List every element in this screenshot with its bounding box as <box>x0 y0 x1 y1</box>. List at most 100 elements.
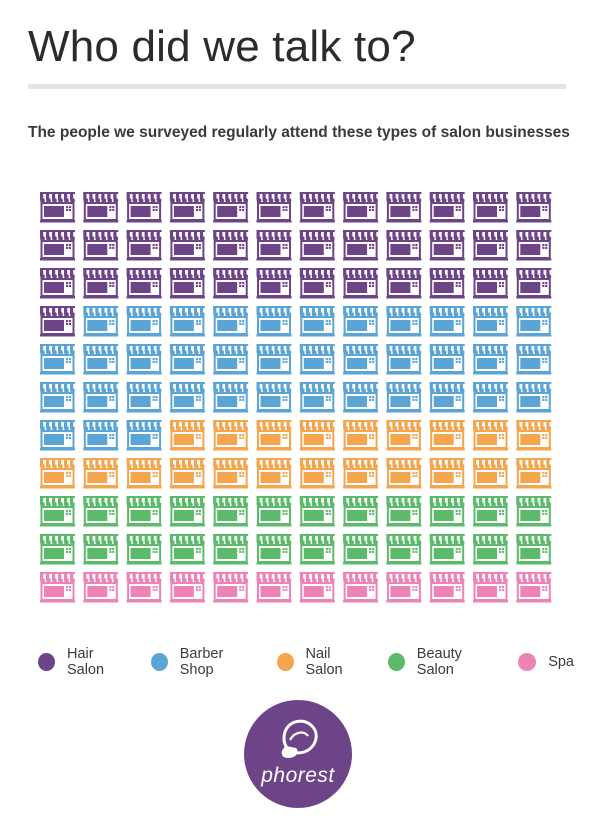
storefront-icon <box>126 268 162 299</box>
storefront-icon <box>213 496 249 527</box>
storefront-icon <box>40 534 75 565</box>
storefront-icon <box>386 534 422 565</box>
storefront-icon <box>126 306 162 337</box>
storefront-icon <box>126 382 162 413</box>
page-title: Who did we talk to? <box>28 22 416 71</box>
storefront-icon <box>299 534 335 565</box>
legend-label: Spa <box>548 654 574 670</box>
storefront-icon <box>40 192 75 223</box>
storefront-icon <box>343 268 379 299</box>
storefront-icon <box>256 268 292 299</box>
legend-item-beauty-salon: Beauty Salon <box>387 646 498 678</box>
storefront-icon <box>473 458 508 489</box>
phorest-leaf-icon <box>281 719 318 758</box>
storefront-icon <box>83 268 119 299</box>
storefront-icon <box>343 192 379 223</box>
storefront-icon <box>256 496 292 527</box>
storefront-icon <box>516 382 552 413</box>
storefront-icon <box>473 572 508 603</box>
chart-subtitle: The people we surveyed regularly attend … <box>28 124 570 141</box>
legend-item-spa: Spa <box>518 653 574 671</box>
legend-label: Beauty Salon <box>416 646 462 678</box>
legend-item-hair-salon: Hair Salon <box>38 646 131 678</box>
storefront-icon <box>473 306 508 337</box>
storefront-icon <box>473 268 508 299</box>
legend-dot-icon <box>276 653 294 671</box>
storefront-icon <box>83 344 119 375</box>
storefront-icon <box>213 382 249 413</box>
storefront-icon <box>429 382 465 413</box>
storefront-icon <box>516 572 552 603</box>
legend-dot-icon <box>387 653 405 671</box>
storefront-icon <box>299 382 335 413</box>
storefront-icon <box>299 572 335 603</box>
chart-legend: Hair Salon Barber Shop Nail Salon Beauty… <box>38 646 594 678</box>
storefront-icon <box>473 192 508 223</box>
logo-wordmark: phorest <box>261 764 335 787</box>
storefront-icon <box>83 458 119 489</box>
storefront-icon <box>40 344 75 375</box>
storefront-icon <box>213 534 249 565</box>
legend-item-barber-shop: Barber Shop <box>150 646 257 678</box>
storefront-icon <box>473 382 508 413</box>
storefront-icon <box>40 382 75 413</box>
storefront-icon <box>256 192 292 223</box>
storefront-icon <box>429 420 465 451</box>
storefront-icon <box>256 230 292 261</box>
legend-dot-icon <box>518 653 537 671</box>
storefront-icon <box>169 268 205 299</box>
storefront-icon <box>213 458 249 489</box>
storefront-icon <box>126 344 162 375</box>
storefront-icon <box>386 344 422 375</box>
storefront-icon <box>343 230 379 261</box>
storefront-icon <box>429 268 465 299</box>
storefront-icon <box>256 458 292 489</box>
storefront-icon <box>343 344 379 375</box>
storefront-icon <box>256 344 292 375</box>
storefront-icon <box>83 534 119 565</box>
storefront-icon <box>516 496 552 527</box>
legend-label: Barber Shop <box>179 646 224 678</box>
storefront-icon <box>169 458 205 489</box>
storefront-icon <box>386 420 422 451</box>
storefront-icon <box>473 496 508 527</box>
legend-item-nail-salon: Nail Salon <box>276 646 368 678</box>
storefront-icon <box>83 382 119 413</box>
storefront-icon <box>169 306 205 337</box>
storefront-icon <box>473 420 508 451</box>
storefront-icon <box>386 192 422 223</box>
storefront-icon <box>516 420 552 451</box>
legend-dot-icon <box>150 653 168 671</box>
storefront-icon <box>386 496 422 527</box>
storefront-icon <box>83 420 119 451</box>
storefront-icon <box>83 572 119 603</box>
storefront-icon <box>169 230 205 261</box>
storefront-icon <box>126 192 162 223</box>
storefront-icon <box>429 496 465 527</box>
storefront-icon <box>299 192 335 223</box>
storefront-icon <box>213 268 249 299</box>
storefront-icon <box>169 534 205 565</box>
storefront-icon <box>83 496 119 527</box>
storefront-icon <box>83 192 119 223</box>
storefront-icon <box>169 496 205 527</box>
storefront-icon <box>473 534 508 565</box>
storefront-icon <box>299 344 335 375</box>
storefront-icon <box>299 496 335 527</box>
storefront-icon <box>213 572 249 603</box>
storefront-icon <box>40 268 75 299</box>
storefront-icon <box>40 420 75 451</box>
storefront-icon <box>126 230 162 261</box>
storefront-icon <box>169 420 205 451</box>
storefront-icon <box>386 268 422 299</box>
storefront-icon <box>213 420 249 451</box>
storefront-icon <box>299 268 335 299</box>
storefront-icon <box>40 572 75 603</box>
storefront-icon <box>516 306 552 337</box>
storefront-icon <box>256 420 292 451</box>
storefront-icon <box>126 572 162 603</box>
storefront-icon <box>256 534 292 565</box>
legend-label: Hair Salon <box>66 646 105 678</box>
storefront-icon <box>256 306 292 337</box>
storefront-icon <box>429 230 465 261</box>
